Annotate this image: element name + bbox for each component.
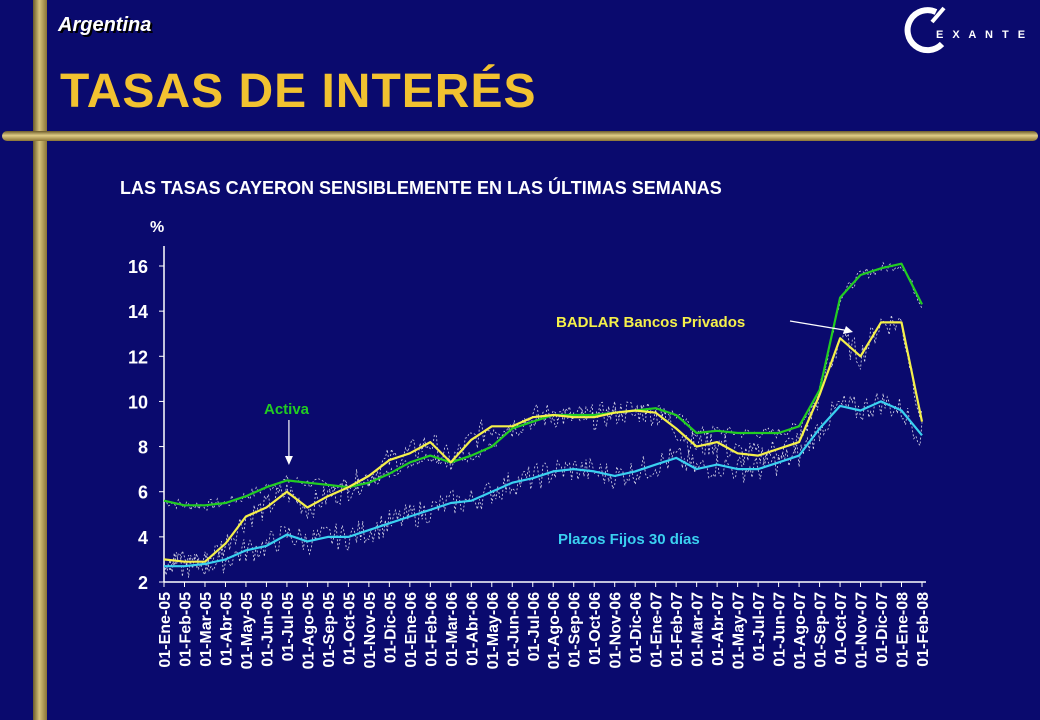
x-tick-label: 01-May-06 — [485, 592, 502, 669]
x-tick-label: 01-Ago-07 — [792, 592, 809, 669]
x-tick-label: 01-Feb-06 — [423, 592, 440, 667]
x-tick-label: 01-Ene-05 — [157, 592, 174, 668]
annotation-arrow — [789, 320, 851, 332]
annotation-plazos-fijos: Plazos Fijos 30 días — [558, 531, 700, 548]
x-tick-label: 01-Abr-05 — [218, 592, 235, 666]
page-title: TASAS DE INTERÉS — [60, 65, 537, 118]
x-tick-label: 01-Ene-07 — [649, 592, 666, 668]
x-tick-label: 01-Nov-06 — [608, 592, 625, 669]
x-tick-label: 01-Mar-07 — [690, 592, 707, 667]
series-line-activa — [163, 262, 923, 507]
chart-title: LAS TASAS CAYERON SENSIBLEMENTE EN LAS Ú… — [120, 178, 722, 198]
x-tick-label: 01-Mar-06 — [444, 592, 461, 667]
x-tick-label: 01-Ago-06 — [546, 592, 563, 669]
x-tick-label: 01-Jun-07 — [772, 592, 789, 667]
x-tick-label: 01-May-05 — [239, 592, 256, 669]
x-tick-label: 01-Dic-05 — [382, 592, 399, 663]
x-tick-label: 01-Mar-05 — [198, 592, 215, 667]
y-tick-label: 8 — [138, 438, 148, 458]
y-tick-label: 10 — [128, 392, 148, 412]
x-tick-label: 01-Feb-08 — [915, 592, 932, 667]
x-tick-label: 01-Nov-07 — [854, 592, 871, 669]
x-tick-label: 01-Sep-06 — [567, 592, 584, 668]
annotation-badlar: BADLAR Bancos Privados — [556, 314, 745, 331]
header-divider-bar — [2, 131, 1038, 141]
logo-text: E X A N T E — [936, 29, 1028, 41]
exante-logo-icon: E X A N T E — [904, 6, 1028, 54]
x-tick-label: 01-Abr-07 — [710, 592, 727, 666]
y-axis-label: % — [150, 219, 164, 236]
y-tick-label: 4 — [138, 528, 148, 548]
x-tick-label: 01-Dic-07 — [874, 592, 891, 663]
country-label: Argentina — [58, 14, 152, 36]
raw-data-trace — [163, 261, 923, 512]
exante-logo: E X A N T E — [904, 0, 1034, 62]
x-tick-label: 01-Oct-06 — [587, 592, 604, 665]
x-tick-label: 01-Oct-07 — [833, 592, 850, 665]
x-tick-label: 01-Jul-06 — [526, 592, 543, 661]
y-tick-label: 12 — [128, 347, 148, 367]
raw-data-trace — [163, 315, 923, 573]
y-tick-label: 16 — [128, 257, 148, 277]
x-tick-label: 01-Jul-05 — [280, 592, 297, 661]
x-tick-label: 01-May-07 — [731, 592, 748, 669]
x-tick-label: 01-Jul-07 — [751, 592, 768, 661]
y-tick-label: 14 — [128, 302, 148, 322]
x-tick-label: 01-Sep-07 — [813, 592, 830, 668]
annotation-arrowhead — [843, 326, 853, 334]
x-tick-label: 01-Nov-05 — [362, 592, 379, 669]
x-tick-label: 01-Feb-07 — [669, 592, 686, 667]
series-line-badlar — [163, 321, 924, 563]
left-decorative-bar — [33, 0, 47, 720]
raw-data-trace — [163, 393, 923, 578]
x-tick-label: 01-Feb-05 — [177, 592, 194, 667]
x-tick-label: 01-Abr-06 — [464, 592, 481, 666]
y-tick-label: 6 — [138, 483, 148, 503]
x-tick-label: 01-Ene-08 — [895, 592, 912, 668]
x-tick-label: 01-Ago-05 — [300, 592, 317, 669]
x-tick-label: 01-Jun-06 — [505, 592, 522, 667]
x-tick-label: 01-Ene-06 — [403, 592, 420, 668]
x-tick-label: 01-Sep-05 — [321, 592, 338, 668]
annotation-activa: Activa — [264, 401, 310, 418]
x-tick-label: 01-Jun-05 — [259, 592, 276, 667]
y-tick-label: 2 — [138, 573, 148, 593]
series-line-plazos — [164, 400, 923, 568]
x-tick-label: 01-Dic-06 — [628, 592, 645, 663]
x-tick-label: 01-Oct-05 — [341, 592, 358, 665]
annotation-arrowhead — [284, 456, 293, 465]
